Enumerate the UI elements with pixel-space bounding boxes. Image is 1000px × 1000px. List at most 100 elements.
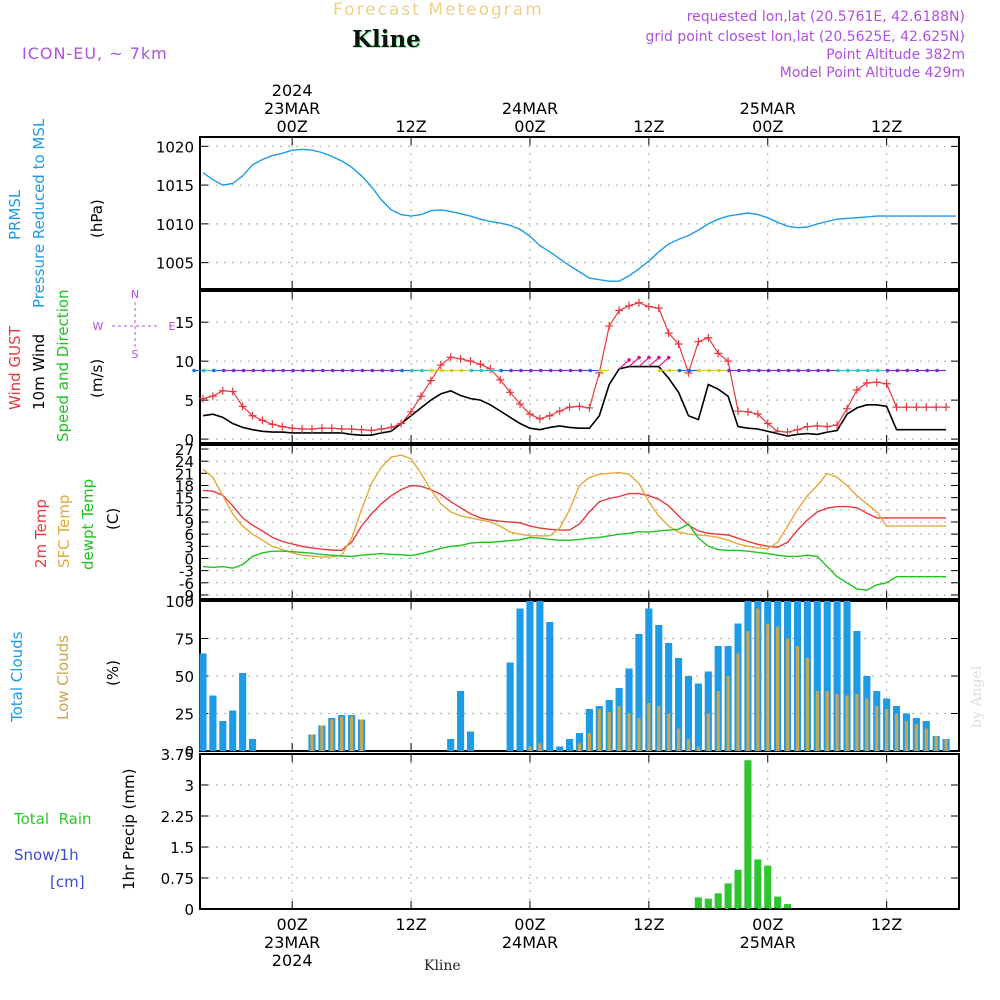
gust-marker [694, 337, 703, 346]
ytick-label: 5 [184, 392, 194, 410]
wind-barb-head [281, 368, 285, 373]
gust-marker [714, 349, 723, 358]
wind-barb-head [816, 368, 820, 373]
gust-marker [575, 402, 584, 411]
low-cloud-bar [577, 743, 582, 751]
time-label-top: 12Z [395, 117, 426, 136]
low-cloud-bar [607, 712, 611, 751]
precip-bar [724, 883, 732, 909]
low-cloud-bar [944, 739, 948, 751]
low-cloud-bar [716, 691, 720, 751]
gust-marker [208, 392, 217, 401]
gust-marker [278, 422, 287, 431]
precip-bar [744, 760, 752, 909]
low-cloud-bar [904, 721, 909, 751]
gust-marker [674, 340, 683, 349]
point-altitude: Point Altitude 382m [826, 47, 965, 63]
low-cloud-bar [746, 631, 750, 751]
ytick-label: -9 [179, 587, 194, 605]
gust-marker [634, 298, 643, 307]
wind-barb-head [311, 368, 315, 373]
wind-barb-head [657, 368, 662, 373]
wind-barb-head [529, 368, 533, 373]
total-cloud-bar [813, 601, 821, 751]
panel-frame [199, 753, 960, 910]
ytick-label: 21 [175, 465, 194, 483]
gust-marker [912, 403, 921, 412]
wind-barb-head [776, 368, 781, 373]
wind-barb-head [380, 368, 385, 373]
wind-barb-head [459, 368, 464, 373]
total-cloud-bar [457, 691, 465, 751]
wind-barb-head [875, 368, 880, 373]
total-cloud-bar [823, 601, 831, 751]
low-cloud-bar [865, 698, 869, 751]
ytick-label: 25 [175, 706, 194, 724]
gust-marker [783, 428, 792, 437]
requested-coords: requested lon,lat (20.5761E, 42.6188N) [686, 9, 965, 25]
ytick-label: 1005 [156, 255, 194, 273]
panel-pressure: 1005 1010 1015 1020 [156, 136, 960, 290]
series-line-2m-temp [202, 484, 947, 552]
wind-barb-head [707, 368, 712, 373]
total-cloud-bar [546, 622, 554, 751]
wind-barb-head [340, 368, 345, 373]
gust-marker [585, 403, 594, 412]
wind-barb-head [756, 368, 761, 373]
total-cloud-bar [466, 731, 475, 751]
gust-marker [872, 378, 881, 387]
time-label-bottom: 00Z [752, 915, 783, 934]
ytick-label: 0 [184, 901, 194, 919]
model-altitude: Model Point Altitude 429m [779, 65, 965, 81]
low-cloud-bar [875, 706, 879, 751]
total-cloud-bar [566, 739, 574, 751]
gust-marker [228, 387, 237, 396]
gust-marker [753, 410, 762, 419]
wind-barb-head [370, 368, 375, 373]
wind-barb-head [429, 368, 434, 373]
gust-marker [516, 400, 525, 409]
ytick-label: 3 [184, 538, 194, 556]
wind-barb-head [895, 368, 900, 373]
total-cloud-bar [645, 608, 653, 751]
wind-barb-head [360, 368, 365, 373]
wind-barb-head [836, 368, 840, 373]
ytick-label: 27 [175, 441, 194, 459]
ytick-label: 50 [175, 668, 194, 686]
gust-marker [823, 422, 832, 431]
time-label-bottom: 00Z [514, 915, 545, 934]
low-cloud-bar [924, 728, 928, 751]
ytick-label: 12 [175, 502, 194, 520]
wind-barb-head [796, 368, 801, 373]
gust-marker [288, 424, 297, 433]
wind-barb-head [231, 368, 236, 373]
wind-barb-head [667, 368, 672, 373]
wind-barb-head [747, 368, 751, 373]
total-cloud-bar [556, 746, 564, 751]
compass-e: E [169, 320, 176, 333]
gust-marker [793, 425, 802, 434]
gust-marker [377, 424, 386, 433]
low-cloud-bar [805, 658, 809, 751]
low-cloud-bar [835, 694, 839, 751]
wind-barb-head [627, 358, 631, 362]
low-cloud-bar [587, 733, 592, 751]
gust-marker [724, 357, 733, 366]
series-line-sfc-temp [202, 454, 947, 558]
compass-n: N [131, 288, 139, 301]
total-cloud-bar [209, 695, 217, 751]
ytick-label: 15 [175, 314, 194, 332]
gust-marker [218, 386, 227, 395]
precip-bar [764, 865, 772, 909]
gust-marker [803, 422, 812, 431]
low-cloud-bar [350, 716, 354, 751]
total-cloud-bar [575, 733, 584, 751]
wind-barb-head [251, 368, 256, 373]
wind-barb-head [271, 368, 276, 373]
grid-point-coords: grid point closest lon,lat (20.5625E, 42… [645, 29, 965, 45]
series-line-wind-gust [202, 302, 947, 433]
ytick-label: 3.75 [161, 746, 194, 764]
low-cloud-bar [676, 728, 681, 751]
precip-bar [783, 904, 792, 909]
wind-barb-head [666, 355, 671, 360]
